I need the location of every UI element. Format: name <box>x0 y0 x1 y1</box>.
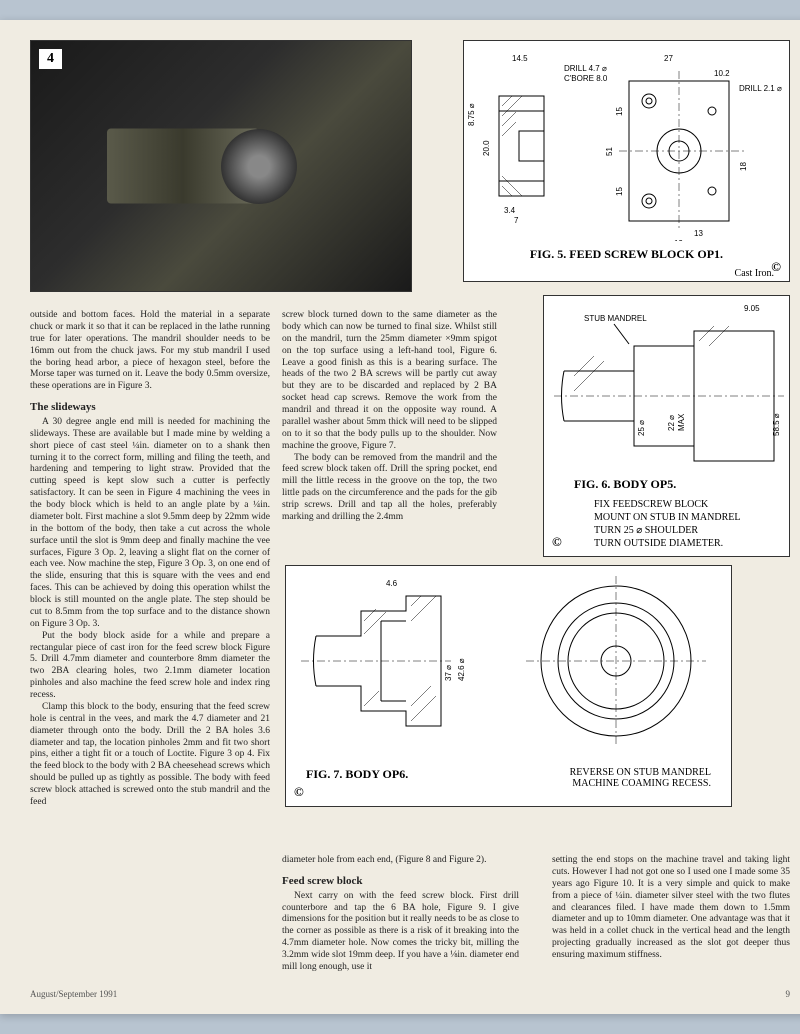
fig5-subtitle: Cast Iron. <box>464 268 789 287</box>
fig6-sub1: FIX FEEDSCREW BLOCK <box>594 498 774 511</box>
svg-text:15: 15 <box>615 187 624 196</box>
copyright-icon: © <box>294 784 304 800</box>
svg-text:MAX: MAX <box>677 413 686 431</box>
column-2b: diameter hole from each end, (Figure 8 a… <box>282 855 519 974</box>
para: setting the end stops on the machine tra… <box>552 855 790 962</box>
photo-content-detail <box>221 129 297 204</box>
svg-text:25 ⌀: 25 ⌀ <box>637 420 646 436</box>
column-2: screw block turned down to the same diam… <box>282 310 497 524</box>
svg-text:22 ⌀: 22 ⌀ <box>667 415 676 431</box>
figure-5: 14.5 DRILL 4.7 ⌀ C'BORE 8.0 27 10.2 DRIL… <box>463 40 790 282</box>
column-1: outside and bottom faces. Hold the mater… <box>30 310 270 809</box>
figure-7: 4.6 37 ⌀ 42.6 ⌀ FIG. 7. BODY OP6. REVERS… <box>285 565 732 807</box>
svg-text:15: 15 <box>615 107 624 116</box>
svg-text:STUB MANDREL: STUB MANDREL <box>584 314 647 323</box>
fig7-drawing: 4.6 37 ⌀ 42.6 ⌀ <box>286 566 731 761</box>
figure-4-photo: 4 <box>30 40 412 292</box>
heading-feedscrew: Feed screw block <box>282 875 519 889</box>
para: A 30 degree angle end mill is needed for… <box>30 417 270 631</box>
fig6-sub4: TURN OUTSIDE DIAMETER. <box>594 537 774 550</box>
svg-text:19: 19 <box>674 239 683 241</box>
para: Next carry on with the feed screw block.… <box>282 891 519 974</box>
fig7-title: FIG. 7. BODY OP6. <box>306 761 408 789</box>
svg-text:51: 51 <box>605 147 614 156</box>
svg-text:7: 7 <box>514 216 519 225</box>
svg-text:58.5 ⌀: 58.5 ⌀ <box>772 413 781 436</box>
svg-text:3.4: 3.4 <box>504 206 516 215</box>
column-3: setting the end stops on the machine tra… <box>552 855 790 962</box>
svg-text:8.75 ⌀: 8.75 ⌀ <box>467 103 476 126</box>
svg-text:DRILL 4.7 ⌀: DRILL 4.7 ⌀ <box>564 64 607 73</box>
svg-text:20.0: 20.0 <box>482 140 491 156</box>
para: outside and bottom faces. Hold the mater… <box>30 310 270 393</box>
fig6-drawing: STUB MANDREL 9.05 25 ⌀ 22 ⌀ MAX 58.5 ⌀ <box>544 296 789 471</box>
fig5-title: FIG. 5. FEED SCREW BLOCK OP1. <box>464 241 789 268</box>
svg-text:DRILL 2.1 ⌀: DRILL 2.1 ⌀ <box>739 84 782 93</box>
footer-date: August/September 1991 <box>30 989 117 999</box>
svg-text:14.5: 14.5 <box>512 54 528 63</box>
svg-text:18: 18 <box>739 162 748 171</box>
para: The body can be removed from the mandril… <box>282 453 497 524</box>
fig6-sub3: TURN 25 ⌀ SHOULDER <box>594 524 774 537</box>
fig6-title: FIG. 6. BODY OP5. <box>544 471 789 498</box>
fig5-drawing: 14.5 DRILL 4.7 ⌀ C'BORE 8.0 27 10.2 DRIL… <box>464 41 789 241</box>
para: Put the body block aside for a while and… <box>30 631 270 702</box>
para: diameter hole from each end, (Figure 8 a… <box>282 855 519 867</box>
svg-text:4.6: 4.6 <box>386 579 398 588</box>
svg-text:13: 13 <box>694 229 703 238</box>
para: screw block turned down to the same diam… <box>282 310 497 453</box>
fig6-sub2: MOUNT ON STUB IN MANDREL <box>594 511 774 524</box>
heading-slideways: The slideways <box>30 401 270 415</box>
fig7-sub2: MACHINE COAMING RECESS. <box>570 778 711 789</box>
copyright-icon: © <box>771 259 781 275</box>
footer-pagenum: 9 <box>786 989 791 999</box>
svg-text:9.05: 9.05 <box>744 304 760 313</box>
page-footer: August/September 1991 9 <box>30 974 790 999</box>
svg-text:10.2: 10.2 <box>714 69 730 78</box>
fig7-sub1: REVERSE ON STUB MANDREL <box>570 767 711 778</box>
figure-6: STUB MANDREL 9.05 25 ⌀ 22 ⌀ MAX 58.5 ⌀ F… <box>543 295 790 557</box>
svg-text:C'BORE 8.0: C'BORE 8.0 <box>564 74 608 83</box>
photo-label: 4 <box>39 49 62 69</box>
para: Clamp this block to the body, ensuring t… <box>30 702 270 809</box>
svg-text:27: 27 <box>664 54 673 63</box>
copyright-icon: © <box>552 534 562 550</box>
svg-text:42.6 ⌀: 42.6 ⌀ <box>457 658 466 681</box>
svg-text:37 ⌀: 37 ⌀ <box>444 665 453 681</box>
